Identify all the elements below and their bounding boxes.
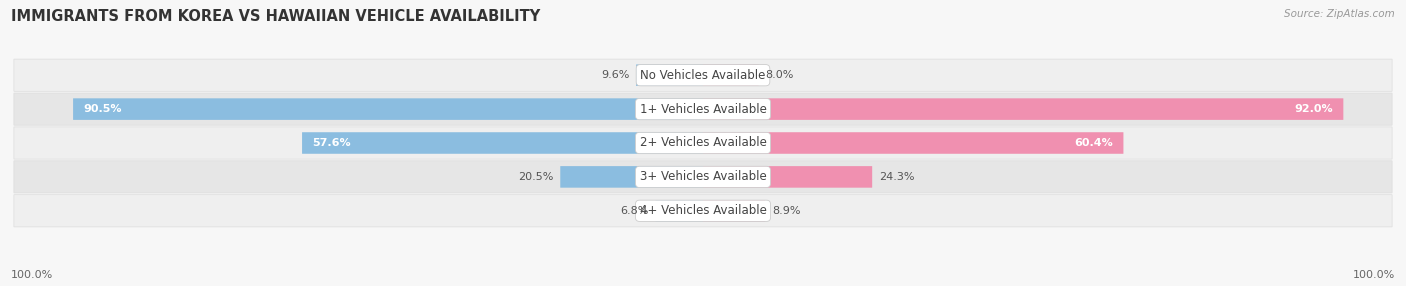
FancyBboxPatch shape	[703, 64, 759, 86]
Text: 1+ Vehicles Available: 1+ Vehicles Available	[640, 103, 766, 116]
FancyBboxPatch shape	[703, 132, 1123, 154]
Text: 8.0%: 8.0%	[766, 70, 794, 80]
Text: Source: ZipAtlas.com: Source: ZipAtlas.com	[1284, 9, 1395, 19]
Text: No Vehicles Available: No Vehicles Available	[640, 69, 766, 82]
Text: 24.3%: 24.3%	[879, 172, 914, 182]
FancyBboxPatch shape	[703, 200, 765, 222]
FancyBboxPatch shape	[636, 64, 703, 86]
Text: 92.0%: 92.0%	[1295, 104, 1333, 114]
Text: 20.5%: 20.5%	[517, 172, 554, 182]
Text: 90.5%: 90.5%	[83, 104, 122, 114]
Text: 100.0%: 100.0%	[1353, 270, 1395, 280]
Text: 60.4%: 60.4%	[1074, 138, 1114, 148]
Text: 9.6%: 9.6%	[600, 70, 630, 80]
Text: 8.9%: 8.9%	[772, 206, 800, 216]
FancyBboxPatch shape	[560, 166, 703, 188]
FancyBboxPatch shape	[655, 200, 703, 222]
FancyBboxPatch shape	[73, 98, 703, 120]
Text: 4+ Vehicles Available: 4+ Vehicles Available	[640, 204, 766, 217]
Text: 57.6%: 57.6%	[312, 138, 352, 148]
Text: 6.8%: 6.8%	[620, 206, 648, 216]
FancyBboxPatch shape	[14, 93, 1392, 125]
Text: 100.0%: 100.0%	[11, 270, 53, 280]
FancyBboxPatch shape	[703, 98, 1343, 120]
FancyBboxPatch shape	[302, 132, 703, 154]
FancyBboxPatch shape	[14, 161, 1392, 193]
FancyBboxPatch shape	[14, 195, 1392, 227]
FancyBboxPatch shape	[14, 127, 1392, 159]
Text: IMMIGRANTS FROM KOREA VS HAWAIIAN VEHICLE AVAILABILITY: IMMIGRANTS FROM KOREA VS HAWAIIAN VEHICL…	[11, 9, 540, 23]
FancyBboxPatch shape	[703, 166, 872, 188]
Text: 3+ Vehicles Available: 3+ Vehicles Available	[640, 170, 766, 183]
FancyBboxPatch shape	[14, 59, 1392, 91]
Text: 2+ Vehicles Available: 2+ Vehicles Available	[640, 136, 766, 150]
